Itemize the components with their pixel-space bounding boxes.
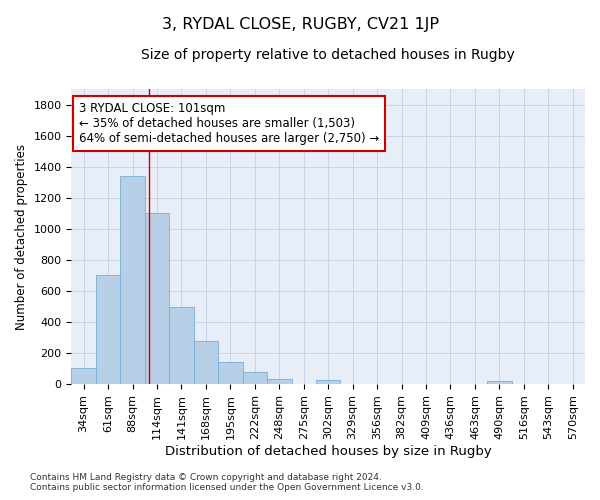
- Text: 3 RYDAL CLOSE: 101sqm
← 35% of detached houses are smaller (1,503)
64% of semi-d: 3 RYDAL CLOSE: 101sqm ← 35% of detached …: [79, 102, 379, 146]
- Bar: [242, 372, 267, 384]
- Bar: [218, 362, 242, 384]
- Y-axis label: Number of detached properties: Number of detached properties: [15, 144, 28, 330]
- Bar: [96, 276, 121, 384]
- Text: 3, RYDAL CLOSE, RUGBY, CV21 1JP: 3, RYDAL CLOSE, RUGBY, CV21 1JP: [161, 18, 439, 32]
- Bar: [169, 307, 194, 384]
- Bar: [194, 342, 218, 384]
- Bar: [71, 368, 96, 384]
- Bar: [267, 378, 292, 384]
- Text: Contains HM Land Registry data © Crown copyright and database right 2024.
Contai: Contains HM Land Registry data © Crown c…: [30, 473, 424, 492]
- Bar: [487, 381, 512, 384]
- Bar: [316, 380, 340, 384]
- Bar: [121, 176, 145, 384]
- X-axis label: Distribution of detached houses by size in Rugby: Distribution of detached houses by size …: [165, 444, 491, 458]
- Bar: [145, 214, 169, 384]
- Title: Size of property relative to detached houses in Rugby: Size of property relative to detached ho…: [142, 48, 515, 62]
